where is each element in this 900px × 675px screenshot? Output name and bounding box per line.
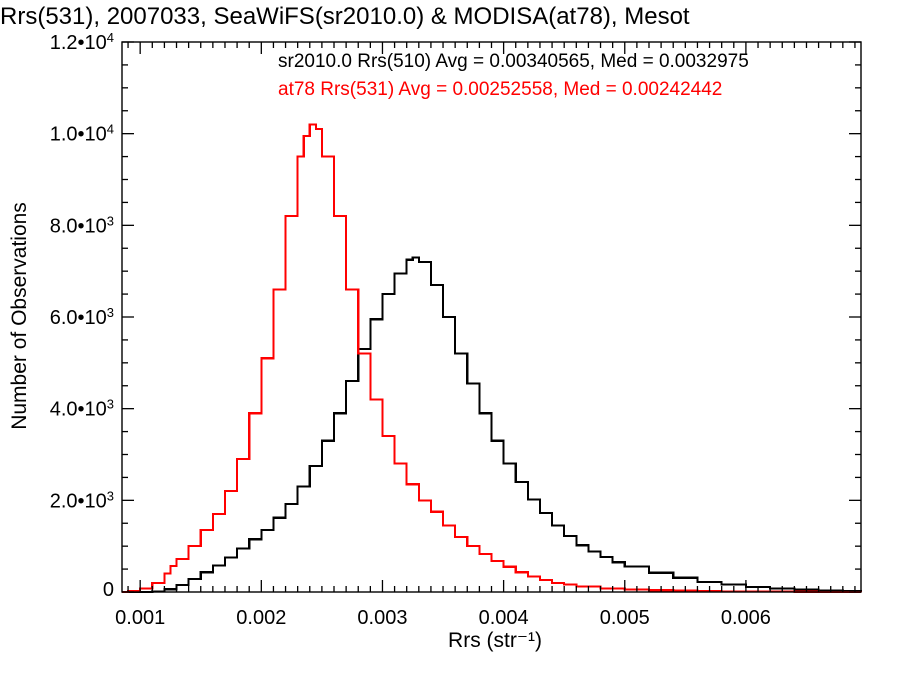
y-tick-label: 1.2•104	[50, 30, 114, 55]
y-tick-label: 1.0•104	[50, 121, 114, 146]
series-layer	[122, 123, 863, 594]
y-tick-label: 6.0•103	[50, 305, 114, 330]
x-axis-title: Rrs (str⁻¹)	[448, 629, 542, 652]
x-tick-label: 0.005	[600, 607, 650, 629]
legend-entry-at78: at78 Rrs(531) Avg = 0.00252558, Med = 0.…	[278, 79, 722, 100]
y-tick-label: 8.0•103	[50, 213, 114, 238]
ticks-layer: 0.001 0.002 0.003 0.004 0.005 0.006 0 2.0•103 4.…	[50, 30, 861, 629]
y-tick-label: 4.0•103	[50, 396, 114, 421]
plot-frame	[121, 41, 862, 593]
x-tick-label: 0.003	[357, 607, 407, 629]
chart-title: Rrs(531), 2007033, SeaWiFS(sr2010.0) & M…	[0, 3, 690, 30]
y-tick-label: 2.0•103	[50, 488, 114, 513]
x-tick-label: 0.001	[115, 607, 165, 629]
series-at78-line	[122, 123, 863, 594]
y-axis-title: Number of Observations	[8, 202, 31, 430]
x-tick-label: 0.006	[721, 607, 771, 629]
x-tick-label: 0.004	[479, 607, 529, 629]
axes-layer	[121, 41, 862, 593]
y-tick-label: 0	[103, 579, 114, 601]
legend: sr2010.0 Rrs(510) Avg = 0.00340565, Med …	[278, 51, 749, 100]
x-tick-label: 0.002	[236, 607, 286, 629]
legend-entry-sr2010: sr2010.0 Rrs(510) Avg = 0.00340565, Med …	[278, 51, 749, 72]
series-sr2010-line	[122, 256, 863, 594]
